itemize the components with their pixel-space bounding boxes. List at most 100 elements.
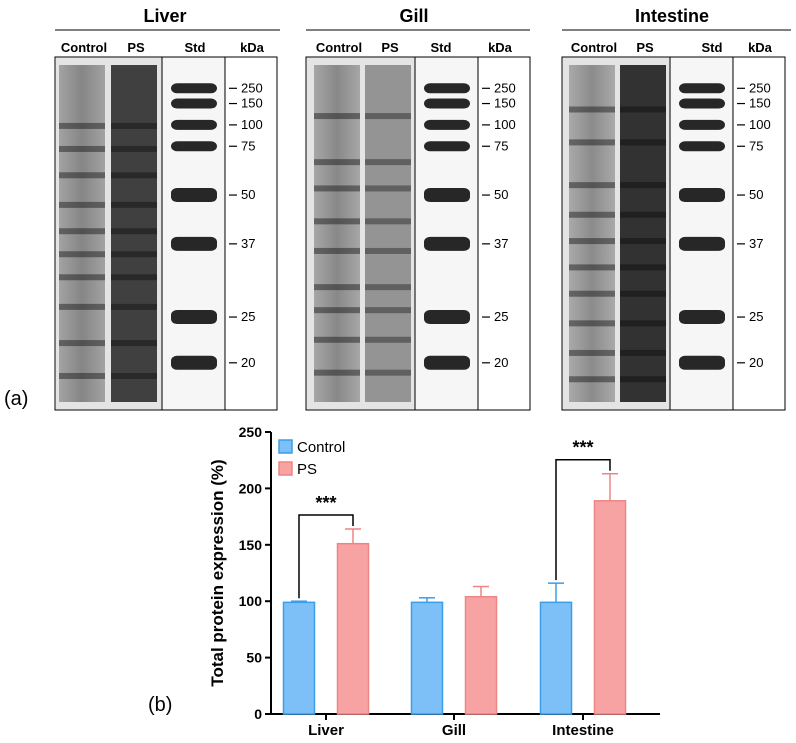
marker-label-25: 25 (494, 309, 508, 324)
significance-stars: *** (572, 438, 593, 458)
ladder-band (424, 141, 470, 152)
std-lane-area (416, 58, 477, 409)
marker-label-100: 100 (494, 117, 516, 132)
marker-label-20: 20 (749, 355, 763, 370)
marker-label-75: 75 (241, 138, 255, 153)
control-band (59, 172, 105, 179)
ps-band (620, 139, 666, 146)
ps-band (365, 284, 411, 291)
ps-band (111, 274, 157, 281)
ladder-band (171, 98, 217, 109)
bar-control-liver (282, 601, 316, 715)
marker-label-20: 20 (241, 355, 255, 370)
bar-ps-liver (336, 542, 370, 715)
ps-band (365, 159, 411, 166)
control-band (314, 218, 360, 225)
marker-label-100: 100 (241, 117, 263, 132)
control-band (569, 211, 615, 218)
ps-band (365, 185, 411, 192)
ps-band (111, 172, 157, 179)
lane-control-shading (569, 65, 615, 402)
ladder-band (679, 236, 725, 251)
ladder-band (424, 188, 470, 203)
bar-control-gill (410, 601, 444, 715)
lane-header-control: Control (316, 40, 362, 55)
ps-band (111, 340, 157, 347)
ladder-band (171, 141, 217, 152)
control-band (314, 307, 360, 314)
y-tick-label-100: 100 (239, 593, 263, 609)
marker-label-100: 100 (749, 117, 771, 132)
marker-label-25: 25 (749, 309, 763, 324)
control-band (569, 264, 615, 271)
control-band (569, 182, 615, 189)
control-band (59, 251, 105, 258)
control-band (314, 336, 360, 343)
ps-band (620, 290, 666, 297)
ps-band (620, 238, 666, 245)
control-band (569, 290, 615, 297)
ladder-band (424, 355, 470, 370)
ladder-band (424, 236, 470, 251)
gel-title-0: Liver (143, 6, 186, 26)
ladder-band (679, 310, 725, 325)
x-tick-label-intestine: Intestine (552, 722, 614, 739)
lane-header-std: Std (185, 40, 206, 55)
marker-label-37: 37 (494, 236, 508, 251)
control-band (59, 201, 105, 208)
ladder-band (171, 83, 217, 94)
ps-band (365, 218, 411, 225)
ps-band (111, 122, 157, 129)
control-band (569, 106, 615, 113)
control-band (569, 320, 615, 327)
ps-band (620, 320, 666, 327)
ps-band (111, 201, 157, 208)
control-band (314, 284, 360, 291)
ps-band (365, 247, 411, 254)
marker-column (732, 56, 786, 411)
y-tick-label-50: 50 (246, 650, 262, 666)
marker-label-75: 75 (494, 138, 508, 153)
control-band (314, 113, 360, 120)
y-axis-label: Total protein expression (%) (208, 459, 227, 686)
marker-label-250: 250 (749, 80, 771, 95)
x-tick-label-liver: Liver (308, 722, 344, 739)
marker-column (477, 56, 531, 411)
marker-label-250: 250 (494, 80, 516, 95)
control-band (569, 139, 615, 146)
y-tick-label-150: 150 (239, 537, 263, 553)
marker-label-75: 75 (749, 138, 763, 153)
lane-control-shading (59, 65, 105, 402)
kda-header: kDa (488, 40, 513, 55)
ps-band (111, 303, 157, 310)
ps-band (365, 336, 411, 343)
lane-ps (365, 65, 411, 402)
control-band (569, 238, 615, 245)
ps-band (620, 349, 666, 356)
control-band (314, 247, 360, 254)
control-band (59, 228, 105, 235)
control-band (314, 159, 360, 166)
legend-swatch-ps (278, 461, 293, 476)
ladder-band (679, 98, 725, 109)
legend-label-control: Control (297, 439, 345, 456)
control-band (569, 376, 615, 383)
ladder-band (679, 141, 725, 152)
control-band (314, 369, 360, 376)
marker-label-37: 37 (749, 236, 763, 251)
marker-label-250: 250 (241, 80, 263, 95)
ps-band (365, 113, 411, 120)
lane-header-ps: PS (636, 40, 654, 55)
kda-header: kDa (240, 40, 265, 55)
lane-header-std: Std (431, 40, 452, 55)
ladder-band (424, 310, 470, 325)
marker-label-25: 25 (241, 309, 255, 324)
ps-band (111, 228, 157, 235)
ps-band (620, 182, 666, 189)
bar-ps-gill (464, 595, 498, 715)
control-band (59, 122, 105, 129)
control-band (59, 372, 105, 379)
